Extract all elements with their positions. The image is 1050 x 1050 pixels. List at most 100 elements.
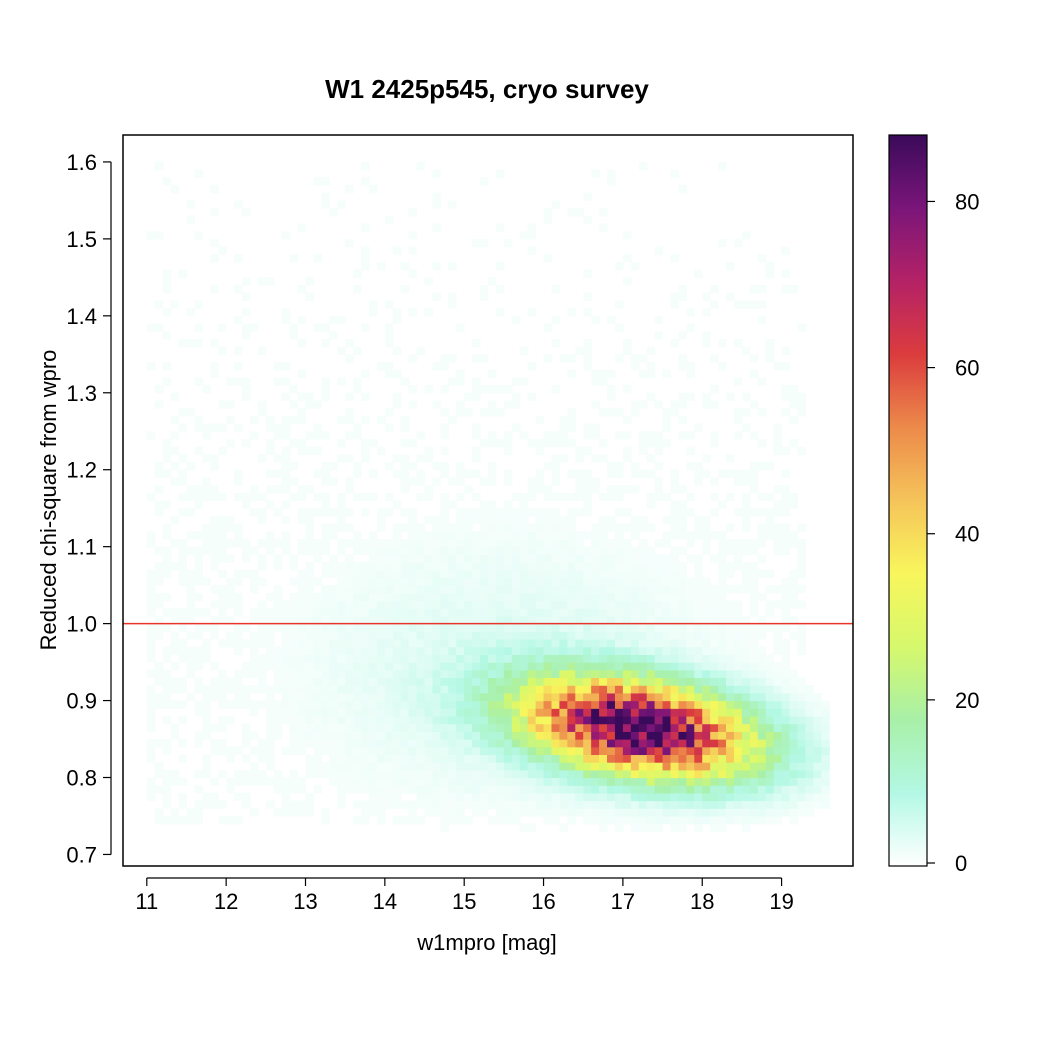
heatmap-cell	[384, 777, 394, 786]
heatmap-cell	[424, 577, 434, 586]
heatmap-cell	[408, 692, 418, 702]
heatmap-cell	[472, 354, 481, 363]
heatmap-cell	[765, 708, 775, 717]
heatmap-cell	[678, 585, 687, 594]
heatmap-cell	[218, 246, 227, 255]
heatmap-cell	[408, 762, 418, 771]
heatmap-cell	[265, 623, 275, 632]
heatmap-cell	[345, 769, 354, 779]
heatmap-cell	[646, 662, 656, 671]
heatmap-cell	[654, 731, 664, 740]
heatmap-cell	[678, 623, 687, 632]
heatmap-cell	[210, 739, 219, 748]
heatmap-cell	[654, 400, 664, 409]
heatmap-cell	[194, 685, 203, 694]
heatmap-cell	[408, 715, 418, 725]
heatmap-cell	[511, 392, 521, 402]
heatmap-cell	[416, 669, 426, 679]
heatmap-cell	[353, 546, 362, 555]
heatmap-cell	[765, 269, 775, 278]
heatmap-cell	[400, 685, 410, 694]
heatmap-cell	[186, 492, 196, 502]
heatmap-cell	[535, 531, 545, 540]
heatmap-cell	[345, 715, 354, 725]
heatmap-cell	[670, 654, 680, 663]
heatmap-cell	[353, 669, 362, 679]
heatmap-cell	[186, 200, 196, 209]
heatmap-cell	[583, 769, 592, 779]
heatmap-cell	[519, 662, 529, 671]
heatmap-cell	[384, 492, 394, 502]
heatmap-cell	[662, 569, 672, 579]
heatmap-cell	[638, 646, 648, 655]
heatmap-cell	[718, 639, 727, 648]
heatmap-cell	[408, 569, 418, 579]
heatmap-cell	[456, 531, 465, 540]
heatmap-cell	[257, 631, 267, 640]
heatmap-cell	[408, 531, 418, 540]
heatmap-cell	[464, 769, 473, 779]
heatmap-cell	[321, 600, 330, 609]
heatmap-cell	[567, 592, 576, 602]
heatmap-cell	[710, 739, 719, 748]
heatmap-cell	[686, 369, 695, 378]
heatmap-cell	[813, 700, 822, 709]
heatmap-cell	[424, 592, 434, 602]
heatmap-cell	[591, 631, 600, 640]
heatmap-cell	[495, 777, 505, 786]
heatmap-cell	[511, 615, 521, 625]
heatmap-cell	[511, 769, 521, 779]
heatmap-cell	[757, 754, 767, 763]
heatmap-cell	[781, 685, 791, 694]
heatmap-cell	[448, 815, 457, 825]
heatmap-cell	[202, 685, 211, 694]
heatmap-cell	[162, 692, 172, 702]
heatmap-cell	[368, 662, 378, 671]
heatmap-cell	[234, 692, 243, 702]
heatmap-cell	[638, 754, 648, 763]
heatmap-cell	[249, 777, 259, 786]
heatmap-cell	[726, 546, 735, 555]
heatmap-cell	[630, 723, 640, 732]
heatmap-cell	[162, 769, 172, 779]
heatmap-cell	[361, 723, 370, 732]
heatmap-cell	[456, 400, 465, 409]
heatmap-cell	[622, 431, 632, 440]
heatmap-cell	[591, 800, 600, 809]
heatmap-cell	[741, 538, 751, 548]
heatmap-cell	[273, 592, 283, 602]
heatmap-cell	[765, 692, 775, 702]
heatmap-cell	[218, 677, 227, 686]
heatmap-cell	[535, 731, 545, 740]
heatmap-cell	[591, 715, 600, 725]
heatmap-cell	[194, 662, 203, 671]
heatmap-cell	[210, 254, 219, 263]
heatmap-cell	[281, 600, 291, 609]
heatmap-cell	[662, 769, 672, 779]
heatmap-cell	[607, 562, 616, 571]
heatmap-cell	[646, 569, 656, 579]
heatmap-cell	[146, 569, 156, 579]
heatmap-cell	[630, 815, 640, 825]
heatmap-cell	[638, 631, 648, 640]
heatmap-cell	[273, 785, 283, 794]
heatmap-cell	[527, 546, 537, 555]
heatmap-cell	[226, 577, 235, 586]
heatmap-cell	[448, 677, 457, 686]
heatmap-cell	[781, 492, 791, 502]
heatmap-cell	[575, 639, 584, 648]
heatmap-cell	[194, 631, 203, 640]
heatmap-cell	[154, 300, 164, 309]
heatmap-cell	[376, 585, 386, 594]
heatmap-cell	[559, 554, 568, 563]
heatmap-cell	[345, 454, 354, 463]
heatmap-cell	[281, 485, 291, 494]
heatmap-cell	[519, 615, 529, 625]
heatmap-cell	[210, 685, 219, 694]
heatmap-cell	[242, 623, 251, 632]
heatmap-cell	[472, 631, 481, 640]
heatmap-cell	[519, 500, 529, 509]
heatmap-cell	[710, 708, 719, 717]
heatmap-cell	[741, 546, 751, 555]
